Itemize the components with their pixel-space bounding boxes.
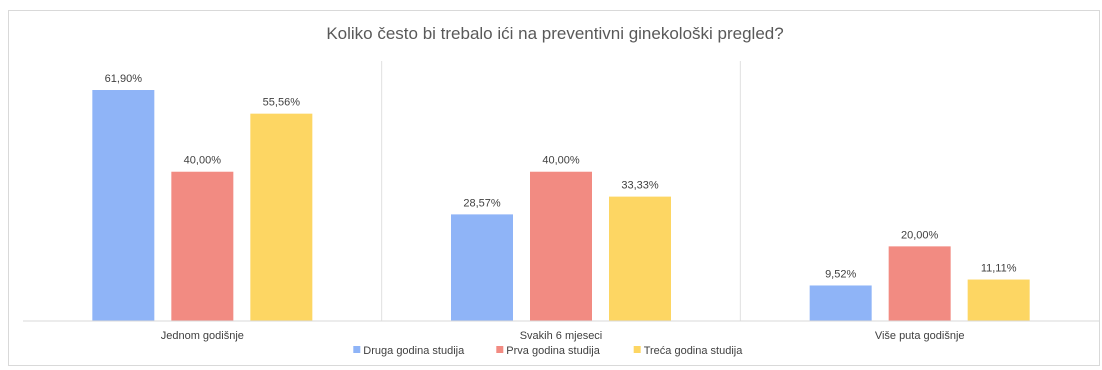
data-label: 11,11% — [981, 263, 1017, 275]
data-label: 55,56% — [263, 97, 301, 109]
category-label: Svakih 6 mjeseci — [520, 330, 603, 342]
data-label: 28,57% — [463, 197, 501, 209]
bar — [609, 196, 671, 321]
legend-swatch — [496, 346, 504, 353]
data-label: 61,90% — [105, 73, 143, 85]
legend-label: Treća godina studija — [644, 345, 744, 357]
bars — [92, 90, 1030, 321]
bar — [888, 246, 951, 321]
category-labels: Jednom godišnje Svakih 6 mjeseci Više puta… — [161, 330, 965, 342]
bar — [451, 214, 513, 321]
bar — [967, 279, 1030, 321]
bar — [92, 90, 155, 321]
bar — [171, 171, 234, 321]
data-label: 20,00% — [901, 229, 939, 241]
bar — [250, 113, 313, 321]
legend: Druga godina studija Prva godina studija T… — [353, 345, 743, 357]
chart-frame: Koliko često bi trebalo ići na preventiv… — [8, 10, 1100, 366]
data-label: 40,00% — [542, 155, 580, 167]
data-label: 9,52% — [825, 268, 856, 280]
bar — [809, 285, 872, 321]
bar — [530, 171, 592, 321]
category-label: Više puta godišnje — [875, 330, 965, 342]
data-label: 33,33% — [621, 180, 659, 192]
legend-swatch — [353, 346, 361, 353]
data-labels: 61,90% 40,00% 55,56% 28,57% 40,00% 33,33% 9,52… — [105, 73, 1017, 280]
chart-title: Koliko često bi trebalo ići na preventiv… — [326, 24, 783, 43]
legend-label: Druga godina studija — [363, 345, 465, 357]
bar-chart: Koliko često bi trebalo ići na preventiv… — [23, 24, 1099, 357]
data-label: 40,00% — [184, 155, 222, 167]
legend-swatch — [633, 346, 641, 353]
legend-label: Prva godina studija — [506, 345, 600, 357]
category-dividers — [381, 61, 741, 321]
category-label: Jednom godišnje — [161, 330, 244, 342]
